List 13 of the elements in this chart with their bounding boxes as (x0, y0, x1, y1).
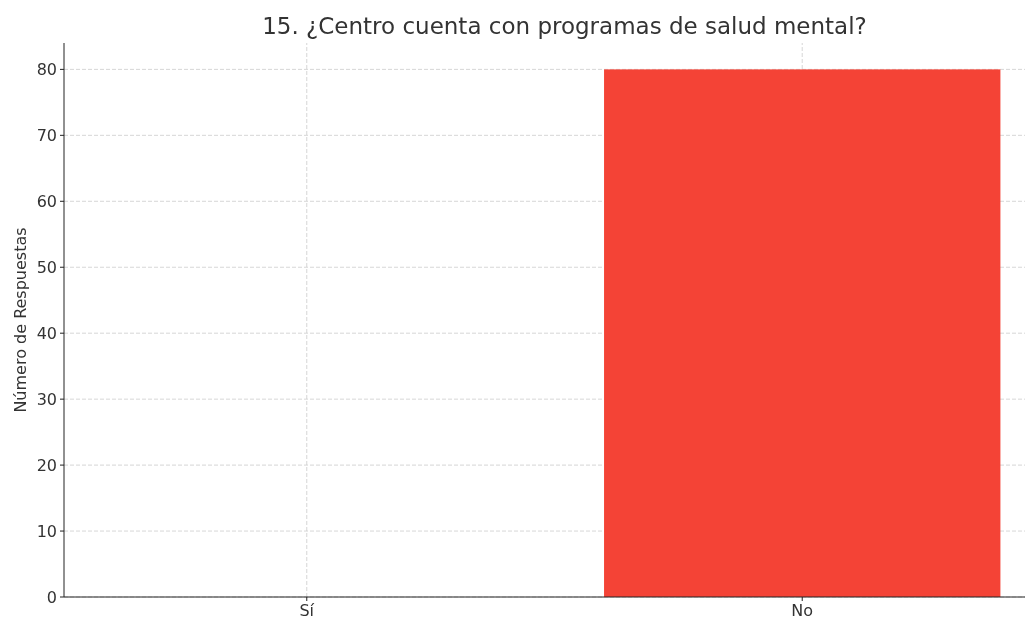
y-tick-label: 0 (46, 587, 57, 607)
y-tick-label: 10 (36, 521, 57, 541)
y-tick-label: 60 (36, 191, 57, 211)
x-tick-label: Sí (299, 601, 315, 617)
y-tick-label: 50 (36, 257, 57, 277)
y-tick-label: 40 (36, 323, 57, 343)
y-tick-label: 70 (36, 125, 57, 145)
y-tick-label: 30 (36, 389, 57, 409)
y-axis-title: Número de Respuestas (11, 227, 30, 413)
chart-title: 15. ¿Centro cuenta con programas de salud mental? (262, 13, 867, 39)
x-tick-label: No (791, 601, 814, 617)
y-tick-label: 20 (36, 455, 57, 475)
y-tick-label: 80 (36, 59, 57, 79)
